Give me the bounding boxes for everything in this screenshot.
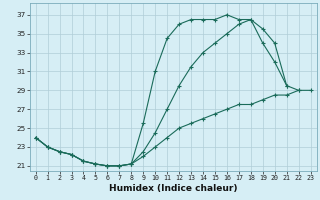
- X-axis label: Humidex (Indice chaleur): Humidex (Indice chaleur): [109, 184, 237, 193]
